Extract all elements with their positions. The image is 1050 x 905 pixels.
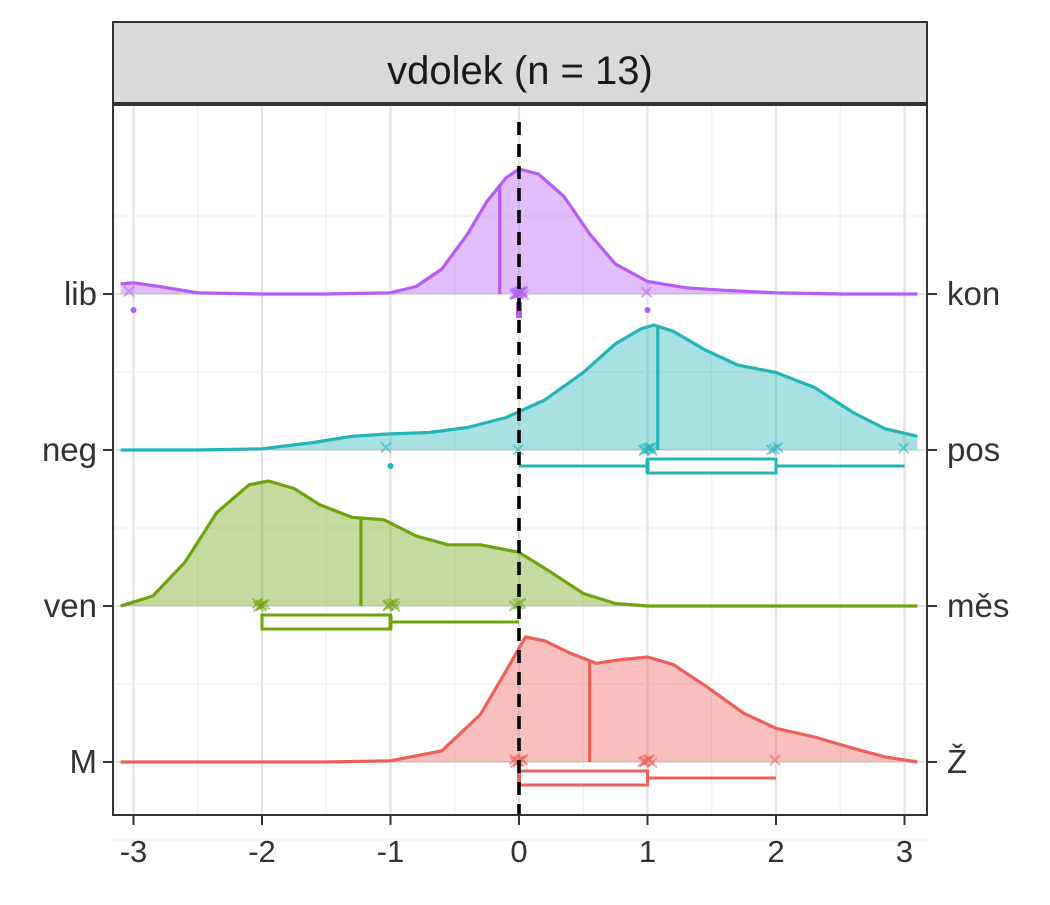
data-point-stroke (645, 441, 657, 454)
data-point-stroke (389, 600, 401, 613)
data-point (769, 754, 781, 766)
x-tick-label: -3 (120, 834, 148, 869)
data-point (123, 285, 135, 298)
x-tick-label: 1 (639, 834, 656, 869)
outlier-point (644, 307, 651, 313)
data-point-stroke (637, 756, 649, 768)
density-line (120, 323, 918, 452)
label-layer: vdolek (n = 13) lib kon neg pos ven měs M Ž -3 -2 -… (42, 49, 1009, 869)
y-label-right: Ž (947, 743, 967, 780)
data-point (768, 443, 780, 455)
density-area (120, 169, 918, 294)
y-label-left: ven (44, 587, 97, 624)
data-point-stroke (382, 599, 395, 611)
data-point-stroke (123, 285, 135, 298)
data-point (643, 753, 656, 766)
data-point (512, 598, 524, 610)
data-point (897, 442, 910, 454)
box-iqr (260, 613, 392, 631)
x-tick-label: 0 (510, 834, 527, 869)
data-point-stroke (252, 600, 265, 613)
box-iqr (517, 769, 649, 787)
data-point-stroke (512, 598, 524, 610)
x-tick-label: -2 (248, 834, 276, 869)
data-point (256, 599, 268, 611)
data-point-stroke (643, 753, 656, 766)
data-point-stroke (512, 444, 524, 456)
data-point (765, 444, 778, 456)
data-point-stroke (765, 444, 778, 456)
data-point-stroke (380, 441, 392, 454)
x-tick-label: 3 (896, 834, 913, 869)
data-point (645, 441, 657, 454)
facet-title: vdolek (n = 13) (387, 49, 653, 93)
data-point-stroke (256, 599, 268, 611)
data-point-stroke (640, 286, 653, 298)
outlier-point (130, 307, 137, 313)
y-label-right: kon (947, 275, 1000, 312)
data-point-stroke (508, 600, 521, 612)
data-point-stroke (515, 285, 527, 298)
facet-strip (112, 21, 928, 104)
data-point-stroke (511, 287, 523, 299)
y-label-right: pos (947, 431, 1000, 468)
x-tick-label: -1 (377, 834, 405, 869)
data-point-stroke (258, 598, 271, 610)
ridge-lib (120, 167, 918, 318)
y-label-left: lib (64, 275, 97, 312)
data-point (258, 598, 271, 610)
ridge-ven (120, 479, 918, 631)
data-point-stroke (508, 288, 521, 300)
data-point (252, 600, 265, 613)
outlier-point (387, 463, 394, 469)
data-point (380, 441, 392, 454)
data-point (640, 286, 653, 298)
y-label-left: M (70, 743, 98, 780)
data-point (382, 599, 395, 611)
box-iqr (646, 457, 778, 475)
data-point (637, 756, 649, 768)
data-point-stroke (768, 443, 780, 455)
data-point (772, 441, 784, 454)
data-point-stroke (639, 755, 652, 767)
ridge-neg (120, 323, 918, 475)
data-point-stroke (769, 754, 781, 766)
y-label-right: měs (947, 587, 1009, 624)
density-line (120, 167, 918, 296)
x-tick-label: 2 (767, 834, 784, 869)
data-point-stroke (509, 756, 522, 769)
data-point (508, 288, 521, 300)
density-line (120, 479, 918, 608)
data-point-stroke (897, 442, 910, 454)
density-line (120, 635, 918, 764)
y-label-left: neg (42, 431, 97, 468)
data-point (639, 755, 652, 767)
density-area (120, 481, 918, 606)
frame-layer (103, 21, 937, 825)
data-point-stroke (772, 441, 784, 454)
data-point (646, 444, 658, 457)
data-point (511, 287, 523, 299)
data-point (512, 444, 524, 456)
data-point-stroke (646, 444, 658, 457)
